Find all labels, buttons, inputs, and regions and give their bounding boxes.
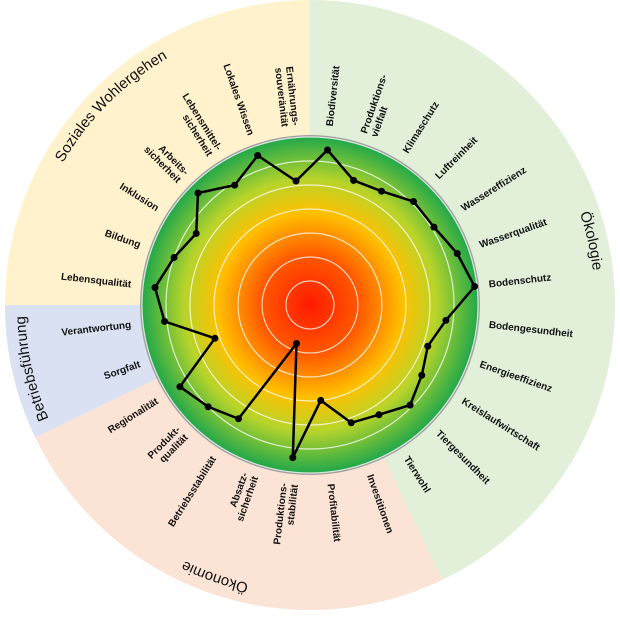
data-point [161, 317, 169, 325]
data-point [424, 342, 432, 350]
data-point [406, 401, 414, 409]
data-point [378, 187, 386, 195]
data-point [350, 176, 358, 184]
data-point [410, 197, 418, 205]
data-point [293, 340, 301, 348]
grid-ring [213, 208, 407, 402]
data-point [176, 383, 184, 391]
data-point [289, 454, 297, 462]
grid-ring [261, 256, 359, 354]
data-point [471, 282, 479, 290]
data-point [170, 253, 178, 261]
data-point [453, 249, 461, 257]
data-point [418, 371, 426, 379]
grid-ring [141, 136, 479, 474]
data-point [430, 223, 438, 231]
data-point [194, 189, 202, 197]
data-point [375, 411, 383, 419]
data-point [254, 151, 262, 159]
category-label: stabilität [285, 483, 301, 526]
data-point [347, 419, 355, 427]
data-point [234, 415, 242, 423]
data-point [192, 229, 200, 237]
data-point [317, 396, 325, 404]
data-point [231, 181, 239, 189]
data-point [292, 177, 300, 185]
data-point [323, 146, 331, 154]
grid-ring [237, 232, 383, 378]
data-point [442, 316, 450, 324]
plot-area [142, 137, 478, 473]
grid-ring [285, 280, 335, 330]
grid-ring [165, 160, 455, 450]
data-point [151, 284, 159, 292]
data-point [211, 334, 219, 342]
data-point [204, 403, 212, 411]
